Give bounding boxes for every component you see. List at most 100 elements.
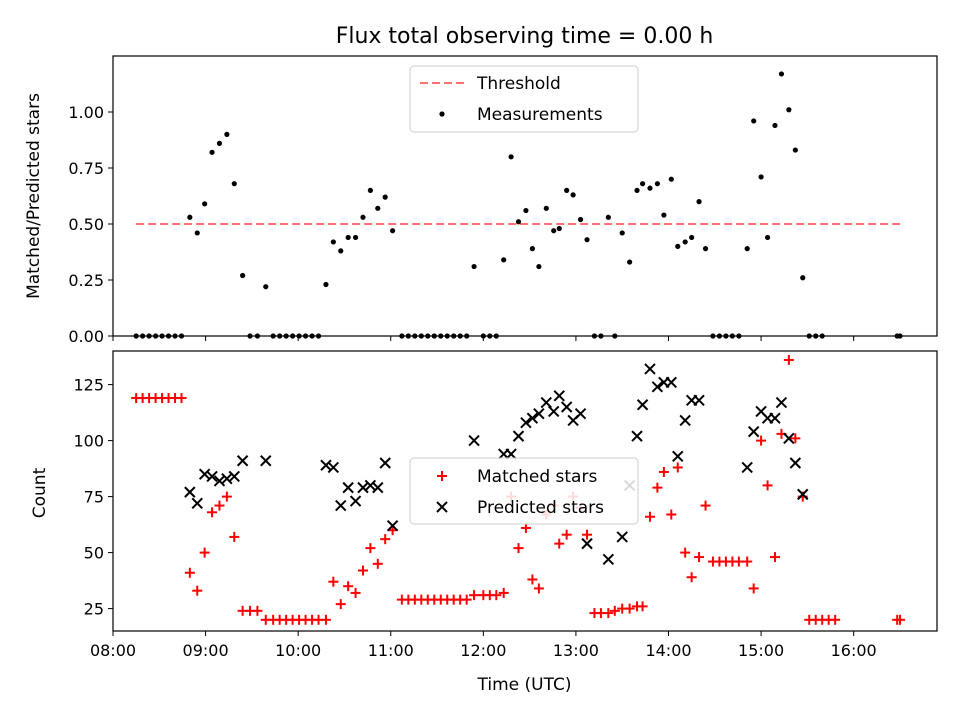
predicted-star-point	[679, 414, 691, 427]
measurement-point	[570, 192, 576, 198]
matched-star-point	[830, 614, 841, 625]
predicted-star-point	[349, 495, 362, 507]
top-plot-area: 0.00 0.25 0.50 0.75 1.00 Threshold Measurement…	[68, 55, 938, 346]
predicted-star-mark-b	[526, 412, 539, 424]
predicted-star-point	[636, 399, 649, 411]
matched-star-point	[372, 558, 383, 569]
predicted-star-point	[651, 381, 664, 393]
x-tick-label: 08:00	[90, 641, 136, 660]
predicted-star-mark-b	[191, 497, 203, 510]
swatch-b	[436, 501, 448, 513]
measurement-point	[897, 333, 903, 339]
matched-star-point	[694, 552, 705, 563]
measurement-point	[501, 257, 507, 263]
x-tick-label: 12:00	[460, 641, 506, 660]
legend-predicted-swatch	[436, 501, 448, 513]
measurement-point	[639, 181, 646, 187]
predicted-star-mark-b	[747, 425, 760, 438]
measurement-point	[584, 237, 590, 243]
measurement-point	[515, 219, 522, 225]
measurement-point	[263, 284, 269, 290]
matched-star-point	[672, 462, 683, 473]
predicted-star-point	[468, 434, 480, 447]
predicted-star-mark-b	[783, 432, 795, 445]
predicted-star-point	[213, 475, 226, 487]
measurement-point	[764, 234, 771, 241]
measurement-point	[778, 71, 785, 77]
predicted-star-mark-b	[755, 405, 767, 418]
measurement-point	[165, 333, 172, 339]
predicted-star-point	[602, 553, 615, 566]
measurement-point	[431, 333, 437, 339]
x-tick-label: 11:00	[368, 641, 414, 660]
predicted-star-mark-b	[741, 461, 753, 474]
predicted-star-mark-b	[228, 470, 240, 483]
measurement-point	[178, 333, 185, 339]
predicted-star-point	[644, 363, 656, 375]
y-tick-label: 100	[73, 432, 104, 451]
predicted-star-point	[540, 396, 553, 409]
predicted-star-point	[693, 394, 705, 406]
measurement-point	[487, 333, 493, 339]
predicted-star-mark-b	[198, 468, 211, 480]
measurement-point	[302, 333, 309, 339]
measurement-point	[819, 333, 825, 339]
measurement-point	[577, 216, 584, 223]
predicted-star-point	[547, 405, 560, 418]
matched-star-point	[783, 354, 794, 365]
matched-star-point	[192, 585, 203, 596]
predicted-star-mark-b	[533, 408, 545, 420]
predicted-star-point	[260, 455, 272, 467]
matched-star-point	[742, 556, 753, 567]
measurement-point	[682, 239, 688, 245]
predicted-star-point	[191, 497, 203, 510]
predicted-star-point	[533, 408, 545, 420]
y-tick-label: 0.00	[68, 327, 104, 346]
legend-predicted-label: Predicted stars	[477, 498, 604, 518]
matched-star-point	[184, 567, 195, 578]
predicted-star-point	[783, 432, 795, 445]
measurement-point	[209, 149, 215, 155]
matched-star-point	[561, 529, 572, 540]
matched-star-point	[680, 547, 691, 558]
predicted-star-mark-b	[236, 455, 249, 467]
predicted-star-point	[631, 430, 643, 442]
predicted-star-point	[769, 412, 781, 424]
predicted-star-point	[236, 455, 249, 467]
measurement-point	[556, 225, 562, 232]
predicted-star-mark-b	[631, 430, 643, 442]
measurement-point	[612, 333, 618, 339]
matched-star-point	[582, 529, 593, 540]
predicted-star-point	[198, 468, 211, 480]
measurement-point	[187, 214, 193, 220]
predicted-star-point	[672, 450, 684, 462]
y-tick-label: 125	[73, 376, 104, 395]
measurement-point	[529, 246, 536, 252]
matched-star-point	[343, 581, 354, 592]
matched-star-point	[335, 599, 346, 610]
measurement-point	[323, 281, 329, 288]
measurement-point	[247, 333, 253, 339]
measurement-point	[375, 205, 381, 211]
matched-star-point	[498, 587, 509, 598]
matched-star-point	[658, 466, 669, 477]
measurement-point	[668, 176, 674, 182]
measurement-point	[523, 207, 529, 214]
predicted-star-mark-b	[327, 461, 340, 474]
measurement-point	[309, 333, 315, 339]
measurement-point	[543, 205, 549, 211]
measurement-point	[438, 333, 444, 339]
matched-star-point	[644, 511, 655, 522]
matched-star-point	[328, 576, 339, 587]
measurement-point	[202, 201, 208, 207]
predicted-star-mark-b	[206, 470, 218, 483]
measurement-point	[536, 263, 542, 270]
predicted-star-point	[512, 430, 525, 442]
predicted-star-mark-b	[547, 405, 560, 418]
matched-star-point	[461, 594, 472, 605]
measurement-point	[689, 234, 695, 241]
measurement-point	[591, 333, 598, 339]
predicted-star-point	[616, 531, 628, 543]
predicted-star-point	[520, 416, 532, 429]
measurement-point	[813, 333, 819, 339]
